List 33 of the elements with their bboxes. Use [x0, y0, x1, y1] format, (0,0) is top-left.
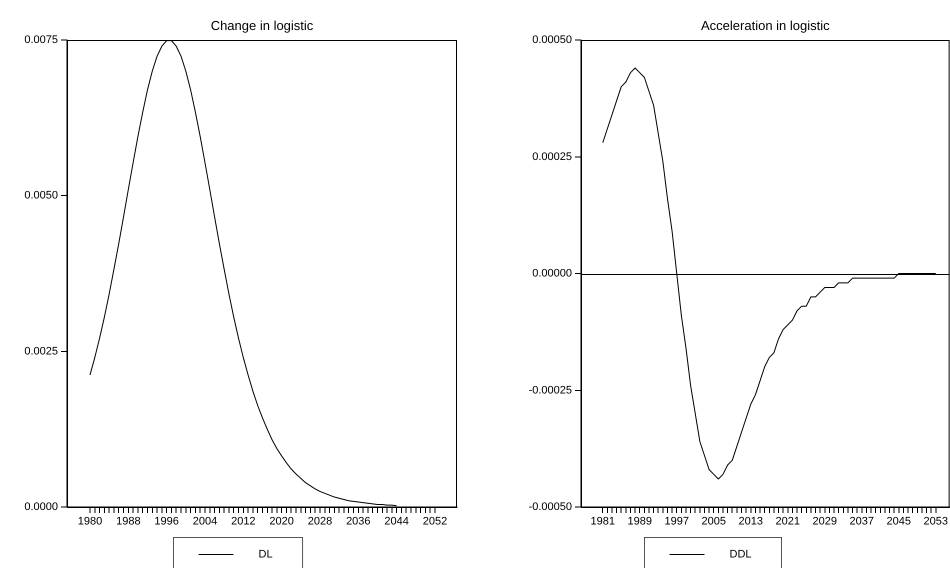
x-tick-label: 1981: [590, 516, 615, 528]
x-tick-label: 2021: [776, 516, 800, 528]
legend-label: DL: [258, 548, 273, 561]
chart-title: Change in logistic: [210, 18, 314, 33]
y-tick-label: 0.0000: [24, 501, 58, 514]
y-tick-label: -0.00050: [528, 501, 572, 514]
y-tick-label: 0.00025: [532, 150, 572, 163]
x-tick-label: 1989: [628, 516, 652, 528]
x-tick-label: 2012: [231, 516, 256, 528]
x-tick-label: 2013: [738, 516, 763, 528]
x-tick-label: 2053: [924, 516, 948, 528]
x-tick-label: 2029: [812, 516, 837, 528]
x-tick-label: 1988: [116, 516, 141, 528]
y-tick-label: 0.0025: [24, 345, 58, 358]
x-tick-label: 2005: [702, 516, 726, 528]
x-tick-label: 1980: [78, 516, 102, 528]
x-tick-label: 2037: [850, 516, 874, 528]
legend-label: DDL: [730, 548, 752, 561]
x-tick-label: 2020: [269, 516, 294, 528]
y-tick-label: 0.00050: [532, 34, 572, 46]
x-tick-label: 2028: [308, 516, 332, 528]
x-tick-label: 2044: [384, 516, 409, 528]
x-tick-label: 2036: [346, 516, 371, 528]
y-tick-label: 0.00000: [532, 268, 572, 280]
x-tick-label: 2004: [192, 516, 218, 528]
chart-title: Acceleration in logistic: [701, 18, 830, 33]
x-tick-label: 2052: [422, 516, 448, 528]
y-tick-label: -0.00025: [528, 384, 572, 396]
y-tick-label: 0.0050: [24, 190, 58, 202]
x-tick-label: 1997: [664, 516, 689, 528]
x-tick-label: 1996: [154, 516, 179, 528]
y-tick-label: 0.0075: [24, 34, 58, 46]
x-tick-label: 2045: [886, 516, 912, 528]
